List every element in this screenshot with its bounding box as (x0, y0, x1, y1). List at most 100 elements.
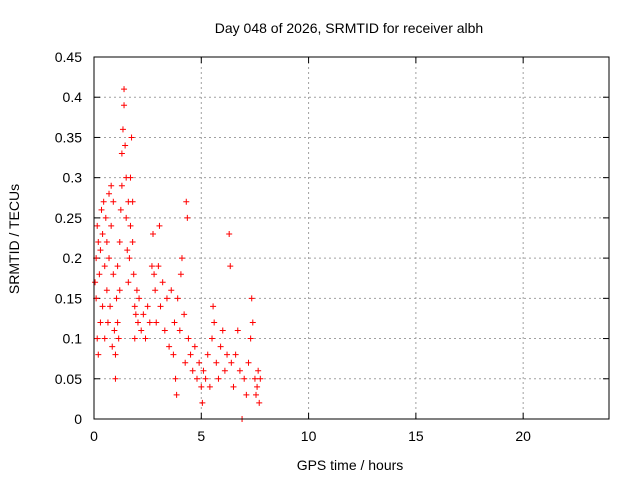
data-point (174, 295, 181, 302)
data-point (104, 319, 111, 326)
data-point (236, 367, 243, 374)
data-point (94, 335, 101, 342)
data-point (215, 375, 222, 382)
data-point (107, 303, 114, 310)
y-tick-label: 0.25 (55, 210, 82, 226)
data-point (92, 279, 99, 286)
data-point (191, 343, 198, 350)
data-point (247, 335, 254, 342)
data-point (128, 134, 135, 141)
data-point (131, 303, 138, 310)
data-point (151, 271, 158, 278)
data-point (121, 102, 128, 109)
data-point (150, 230, 157, 237)
data-point (234, 327, 241, 334)
y-tick-label: 0.15 (55, 290, 82, 306)
data-points (92, 86, 264, 422)
data-point (155, 263, 162, 270)
y-tick-label: 0.45 (55, 49, 82, 65)
data-point (181, 311, 188, 318)
data-point (121, 86, 128, 93)
data-point (112, 351, 119, 358)
data-point (187, 351, 194, 358)
y-tick-label: 0 (74, 411, 82, 427)
y-tick-label: 0.1 (63, 331, 83, 347)
data-point (101, 263, 108, 270)
data-point (116, 287, 123, 294)
data-point (132, 311, 139, 318)
data-point (241, 375, 248, 382)
data-point (171, 319, 178, 326)
x-tick-label: 5 (197, 428, 205, 444)
data-point (178, 255, 185, 262)
data-point (134, 319, 141, 326)
data-point (103, 287, 110, 294)
grid (94, 57, 609, 419)
x-axis-label: GPS time / hours (297, 457, 404, 473)
data-point (142, 335, 149, 342)
data-point (108, 182, 115, 189)
data-point (115, 335, 122, 342)
data-point (199, 399, 206, 406)
data-point (106, 255, 113, 262)
data-point (126, 255, 133, 262)
data-point (176, 327, 183, 334)
data-point (249, 319, 256, 326)
data-point (122, 142, 129, 149)
data-point (189, 367, 196, 374)
data-point (230, 383, 237, 390)
data-point (130, 271, 137, 278)
data-point (106, 190, 113, 197)
data-point (243, 391, 250, 398)
data-point (102, 214, 109, 221)
data-point (116, 239, 123, 246)
data-point (185, 335, 192, 342)
data-point (124, 247, 131, 254)
data-point (245, 359, 252, 366)
data-point (94, 222, 101, 229)
data-point (157, 303, 164, 310)
data-point (170, 351, 177, 358)
data-point (177, 271, 184, 278)
data-point (194, 375, 200, 382)
data-point (200, 367, 207, 374)
data-point (209, 335, 216, 342)
axis-ticks: 0 5 10 15 20 0 0.05 0.1 0.15 0.2 0.25 0.3 0.35 0.4 0.4… (55, 49, 609, 444)
data-point (114, 319, 121, 326)
data-point (118, 182, 125, 189)
data-point (232, 351, 239, 358)
data-point (95, 239, 102, 246)
data-point (221, 367, 228, 374)
data-point (118, 150, 125, 157)
y-tick-label: 0.2 (63, 250, 83, 266)
data-point (255, 367, 262, 374)
data-point (168, 287, 175, 294)
data-point (166, 343, 173, 350)
data-point (100, 198, 107, 205)
y-tick-label: 0.4 (63, 89, 83, 105)
data-point (198, 383, 205, 390)
data-point (103, 239, 110, 246)
y-tick-label: 0.3 (63, 170, 83, 186)
data-point (183, 198, 190, 205)
data-point (113, 295, 120, 302)
data-point (129, 239, 136, 246)
data-point (97, 247, 104, 254)
data-point (127, 174, 134, 181)
data-point (129, 198, 136, 205)
data-point (251, 375, 258, 382)
data-point (97, 319, 104, 326)
data-point (153, 319, 160, 326)
data-point (119, 126, 126, 133)
data-point (248, 295, 255, 302)
data-point (173, 391, 180, 398)
data-point (257, 375, 264, 382)
data-point (110, 271, 117, 278)
data-point (98, 206, 105, 213)
data-point (156, 222, 163, 229)
data-point (95, 351, 102, 358)
data-point (159, 279, 166, 286)
data-point (127, 222, 134, 229)
data-point (125, 279, 132, 286)
